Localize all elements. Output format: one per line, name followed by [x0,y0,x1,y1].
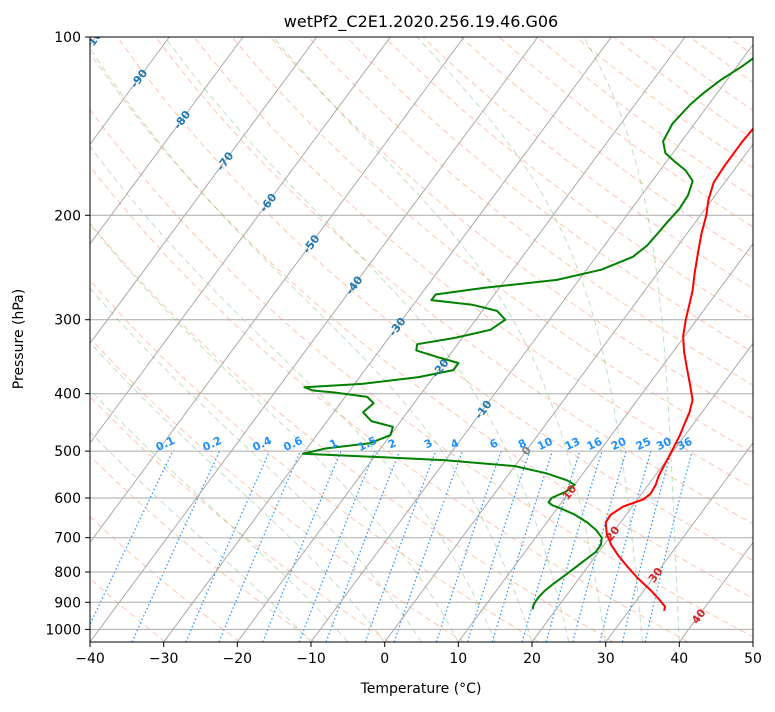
x-tick-label: 40 [670,651,688,667]
isotherm-label: -90 [128,67,151,91]
mixing-ratio-label: 20 [609,435,629,453]
temperature-profile [606,37,775,611]
y-tick-label: 100 [54,30,81,46]
x-tick-label: 20 [523,651,541,667]
isotherm-label: -40 [343,273,366,297]
mixing-ratio-line [82,451,173,642]
mixing-ratio-label: 1 [327,436,339,451]
y-axis-label: Pressure (hPa) [11,289,27,389]
y-tick-label: 400 [54,387,81,403]
mixing-ratio-label: 13 [563,435,582,453]
x-tick-label: 30 [597,651,615,667]
dry-adiabat [41,37,763,642]
x-tick-label: 10 [449,651,467,667]
x-axis: −40 −30 −20 −10 0 10 20 30 40 50 [75,642,762,667]
dry-adiabat [537,37,775,642]
mixing-ratio-label: 3 [422,436,434,451]
isotherm [753,37,775,642]
y-tick-label: 800 [54,565,81,581]
mixing-ratio-label: 4 [449,436,462,451]
dry-adiabat [728,37,775,642]
isotherm-label: 40 [689,606,709,626]
isotherms [0,37,775,642]
isotherm-label: -10 [472,398,495,422]
mixing-ratio-line [132,451,220,642]
dry-adiabat [0,37,240,642]
x-tick-label: −20 [223,651,253,667]
mixing-ratio-label: 16 [585,435,605,453]
x-tick-label: −30 [149,651,179,667]
y-tick-label: 600 [54,491,81,507]
dry-adiabat [766,37,775,642]
dry-adiabat [346,37,775,642]
y-tick-label: 500 [54,444,81,460]
isotherm [0,37,243,642]
mixing-ratio-line [622,451,671,642]
isotherm-label: -50 [300,232,323,256]
dry-adiabat [0,37,539,642]
y-tick-label: 700 [54,531,81,547]
x-tick-label: 50 [744,651,762,667]
y-tick-label: 1000 [45,622,81,638]
x-tick-label: 0 [380,651,389,667]
mixing-ratio-line [365,451,436,642]
isotherm [0,37,317,642]
moist-adiabat [165,37,569,642]
dry-adiabat [194,37,775,642]
dry-adiabat [3,37,688,642]
y-tick-label: 200 [54,208,81,224]
isotherm-label: 10 [560,482,580,502]
isotherm [311,37,759,642]
plot-frame [90,37,753,642]
mixing-ratio-label: 25 [634,435,653,453]
mixing-ratio-line [468,451,530,642]
pressure-gridlines [90,37,753,629]
x-tick-label: −10 [296,651,326,667]
moist-adiabat [0,37,385,642]
isotherm [16,37,464,642]
moist-adiabat [0,37,348,642]
mixing-ratio-line [394,451,462,642]
isotherm-label: -60 [257,191,280,215]
dry-adiabat [690,37,775,642]
mixing-ratio-line [219,451,301,642]
dry-adiabat [0,37,464,642]
dry-adiabat [0,37,613,642]
isotherm [606,37,775,642]
y-tick-label: 300 [54,313,81,329]
dry-adiabat [270,37,775,642]
y-tick-label: 900 [54,595,81,611]
isotherm [164,37,612,642]
chart-title: wetPf2_C2E1.2020.256.19.46.G06 [284,12,558,32]
profile-series [303,37,775,611]
moist-adiabat [584,37,680,642]
mixing-ratio-line [299,451,375,642]
isotherm [458,37,775,642]
x-axis-label: Temperature (°C) [360,681,482,697]
dry-adiabat [499,37,775,642]
mixing-ratio-label: 10 [535,435,555,453]
mixing-ratio-label: 6 [488,436,501,451]
x-tick-label: −40 [75,651,105,667]
moist-adiabat [0,37,422,642]
mixing-ratio-line [263,451,341,642]
mixing-ratio-label: 2 [386,436,398,451]
mixing-ratio-line [522,451,580,642]
y-axis: 100 200 300 400 500 600 700 800 900 1000 [45,30,90,638]
isotherm-label: -70 [214,149,237,173]
moist-adiabat [0,37,458,642]
mixing-ratio-line [326,451,400,642]
dewpoint-profile [303,37,775,609]
